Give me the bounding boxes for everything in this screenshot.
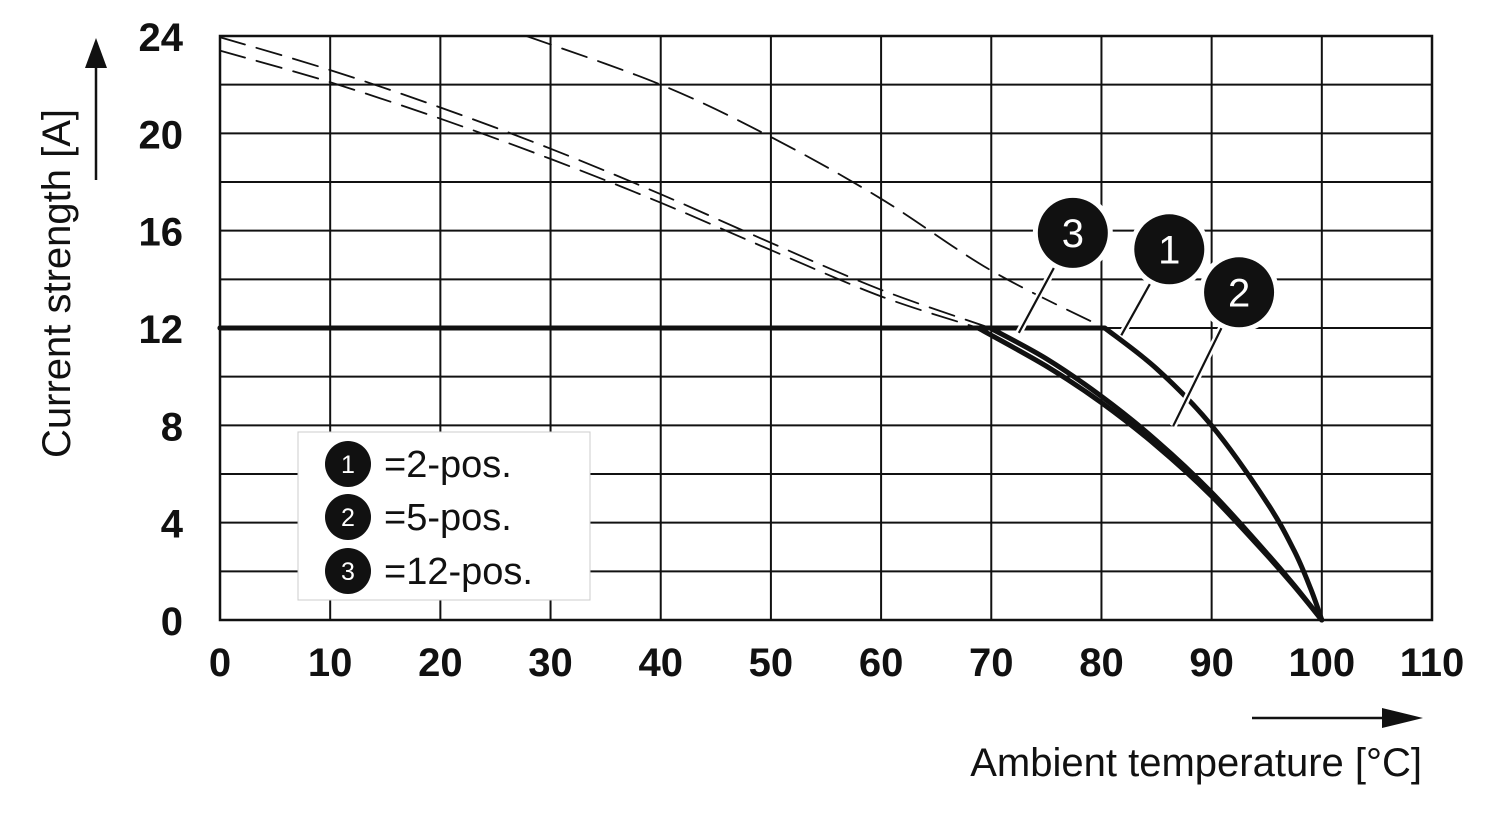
legend-badge-1 bbox=[325, 441, 371, 487]
x-tick-label: 70 bbox=[969, 641, 1014, 685]
y-tick-label: 0 bbox=[161, 600, 183, 644]
callout-badge-label: 2 bbox=[1228, 271, 1250, 315]
y-tick-label: 12 bbox=[139, 308, 184, 352]
curve-dashed-3 bbox=[219, 49, 979, 329]
legend-label: =12-pos. bbox=[384, 551, 533, 593]
curve-dashed-2 bbox=[219, 36, 992, 329]
x-tick-label: 80 bbox=[1079, 641, 1124, 685]
y-tick-label: 20 bbox=[139, 113, 184, 157]
x-tick-label: 0 bbox=[209, 641, 231, 685]
legend-item: 3 =12-pos. bbox=[325, 548, 533, 594]
x-tick-label: 90 bbox=[1189, 641, 1234, 685]
legend-badge-label: 2 bbox=[341, 504, 355, 532]
x-tick-label: 50 bbox=[749, 641, 794, 685]
x-axis-arrow-head bbox=[1382, 708, 1423, 728]
callout-badge-label: 1 bbox=[1158, 228, 1180, 272]
legend: 1 =2-pos. 2 =5-pos. 3 =12-pos. bbox=[297, 431, 591, 601]
y-tick-label: 8 bbox=[161, 405, 183, 449]
legend-badge-label: 1 bbox=[341, 451, 355, 479]
y-tick-label: 4 bbox=[161, 503, 184, 547]
y-tick-labels: 0 4 8 12 16 20 24 bbox=[139, 16, 184, 644]
x-tick-label: 10 bbox=[308, 641, 353, 685]
x-tick-label: 100 bbox=[1288, 641, 1355, 685]
curve-solid-3 bbox=[217, 325, 1325, 623]
x-tick-label: 40 bbox=[638, 641, 683, 685]
legend-badge-2 bbox=[325, 494, 371, 540]
y-tick-label: 16 bbox=[139, 211, 184, 255]
callout-badge-1 bbox=[1134, 214, 1205, 285]
x-tick-label: 20 bbox=[418, 641, 463, 685]
legend-label: =2-pos. bbox=[384, 444, 512, 486]
x-axis-title: Ambient temperature [°C] bbox=[970, 741, 1422, 785]
y-axis-arrow-head bbox=[85, 38, 107, 68]
x-tick-label: 110 bbox=[1400, 641, 1465, 685]
legend-badge-label: 3 bbox=[341, 558, 355, 586]
callout-badges: 3 1 2 bbox=[1032, 192, 1280, 333]
x-tick-label: 30 bbox=[528, 641, 573, 685]
curves bbox=[217, 35, 1325, 623]
legend-badge-3 bbox=[325, 548, 371, 594]
callout-badge-3 bbox=[1037, 197, 1108, 268]
legend-item: 2 =5-pos. bbox=[325, 494, 512, 540]
callout-badge-2 bbox=[1204, 257, 1275, 328]
y-axis-title: Current strength [A] bbox=[35, 109, 79, 458]
legend-label: =5-pos. bbox=[384, 497, 512, 539]
curve-solid-1 bbox=[217, 325, 1325, 623]
x-tick-labels: 0 10 20 30 40 50 60 70 80 90 100 110 bbox=[209, 641, 1464, 685]
callout-badge-label: 3 bbox=[1062, 212, 1084, 256]
legend-item: 1 =2-pos. bbox=[325, 441, 512, 487]
plot-frame bbox=[218, 34, 1434, 622]
x-tick-label: 60 bbox=[859, 641, 904, 685]
y-tick-label: 24 bbox=[139, 16, 184, 60]
curve-dashed-1 bbox=[525, 35, 1106, 329]
